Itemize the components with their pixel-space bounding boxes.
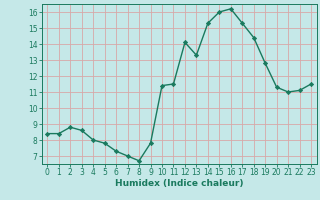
X-axis label: Humidex (Indice chaleur): Humidex (Indice chaleur) xyxy=(115,179,244,188)
